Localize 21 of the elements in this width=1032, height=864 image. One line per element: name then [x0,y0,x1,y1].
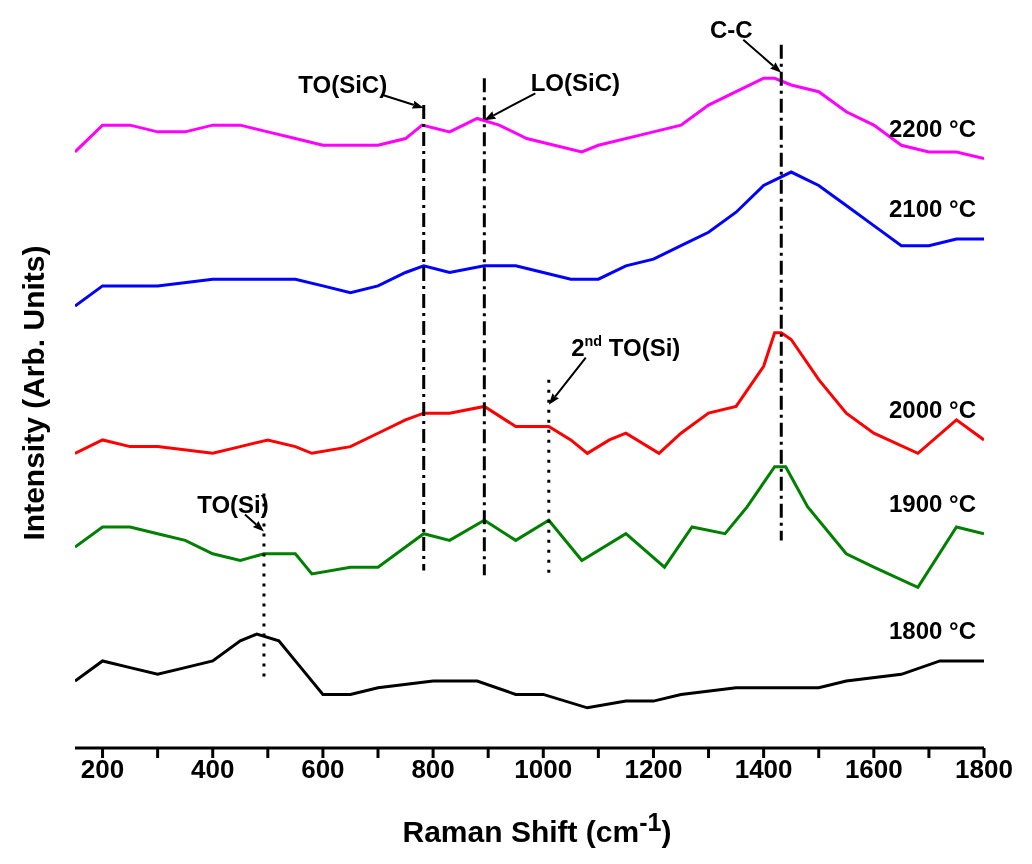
x-tick-label: 1800 [955,754,1013,785]
x-tick-label: 1000 [514,754,573,785]
x-tick-label: 400 [191,754,235,785]
series-label: 1800 °C [889,616,976,644]
x-tick-label: 200 [80,754,125,785]
x-tick-label: 1200 [624,754,683,785]
ref-line-label: LO(SiC) [530,69,620,97]
ref-line-label: 2$^{nd}$ TO(Si) [571,332,681,361]
x-tick-label: 600 [301,754,345,785]
x-tick-label: 800 [411,754,455,785]
series-label: 2100 °C [889,195,976,223]
ref-line-label: TO(Si) [197,490,269,518]
series-label: 2200 °C [889,114,976,142]
series-label: 2000 °C [889,395,976,423]
x-tick-label: 1400 [734,754,793,785]
y-axis-title: Intensity (Arb. Units) [16,245,51,541]
x-axis-title: Raman Shift (cm$^{-1}$) [401,808,673,849]
x-tick-label: 1600 [844,754,903,785]
legend-label: TO(SiC) [298,71,388,99]
series-label: 1900 °C [889,489,976,517]
ref-line-label: C-C [709,16,753,44]
